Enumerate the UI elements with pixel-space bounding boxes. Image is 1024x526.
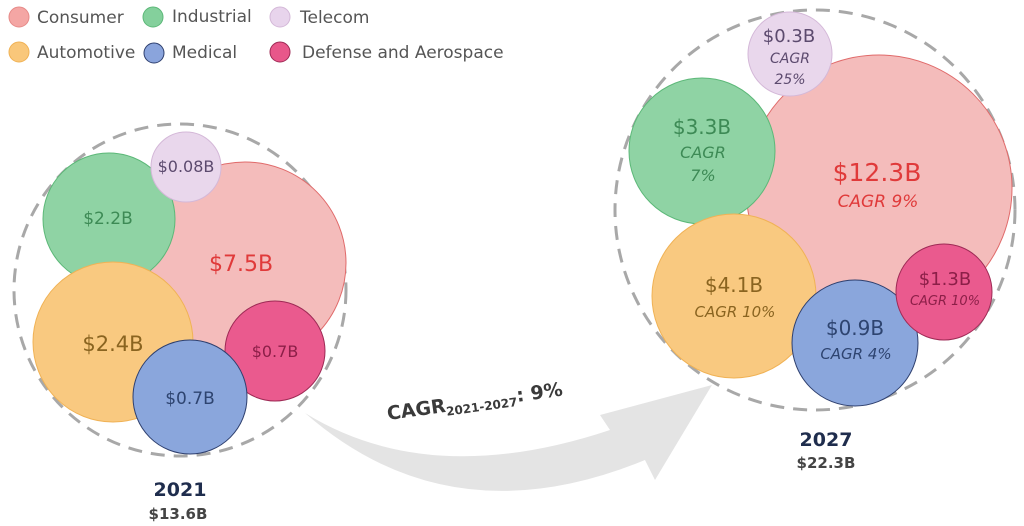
legend-label-defense: Defense and Aerospace	[302, 43, 504, 63]
label-2021-medical: $0.7B	[165, 389, 215, 409]
year-2027: 2027	[800, 429, 853, 451]
label-2021-industrial: $2.2B	[83, 209, 133, 229]
growth-arrow: CAGR2021-2027: 9%	[305, 379, 712, 491]
bubble-2027-defense	[895, 243, 993, 341]
label-2027-automotive: $4.1B	[705, 273, 763, 297]
bubble-2021-telecom	[150, 131, 222, 203]
group-2027: $12.3B CAGR 9% $3.3B CAGR 7% $0.3B CAGR …	[613, 8, 1017, 472]
legend-label-telecom: Telecom	[299, 8, 369, 28]
legend-swatch-telecom	[269, 6, 291, 28]
label-2021-automotive: $2.4B	[82, 332, 143, 356]
group-2027-boundary	[613, 8, 1017, 412]
legend-swatch-medical	[143, 42, 165, 64]
legend-swatch-industrial	[142, 6, 164, 28]
cagr-2027-telecom-line2: 25%	[774, 72, 805, 88]
legend-item-industrial: Industrial	[142, 6, 252, 28]
label-2027-telecom: $0.3B	[763, 26, 815, 47]
legend-swatch-automotive	[8, 41, 30, 63]
cagr-2027-defense: CAGR 10%	[910, 294, 980, 309]
cagr-2027-industrial-line1: CAGR	[680, 143, 726, 162]
overall-cagr-label: CAGR2021-2027: 9%	[386, 379, 565, 427]
total-2027: $22.3B	[797, 454, 856, 472]
legend-label-industrial: Industrial	[172, 7, 252, 27]
year-2021: 2021	[154, 479, 207, 501]
bubble-2027-medical	[791, 279, 919, 407]
legend-swatch-defense	[269, 41, 291, 63]
legend: Consumer Industrial Telecom Automotive M…	[8, 6, 504, 64]
group-2021: $7.5B $2.2B $0.08B $2.4B $0.7B $0.7B 202…	[12, 122, 348, 523]
arrow-shape	[305, 385, 712, 491]
label-2021-consumer: $7.5B	[209, 252, 273, 277]
label-2021-defense: $0.7B	[252, 342, 299, 361]
label-2027-defense: $1.3B	[919, 269, 971, 290]
label-2027-medical: $0.9B	[826, 316, 884, 340]
overall-cagr-prefix: CAGR	[386, 395, 448, 425]
label-2021-telecom: $0.08B	[158, 157, 215, 176]
legend-item-medical: Medical	[143, 42, 237, 64]
cagr-2027-industrial-line2: 7%	[690, 166, 715, 185]
total-2021: $13.6B	[149, 505, 208, 523]
legend-item-automotive: Automotive	[8, 41, 135, 63]
cagr-2027-consumer: CAGR 9%	[838, 192, 919, 212]
bubble-2021-defense	[224, 300, 326, 402]
cagr-2027-automotive: CAGR 10%	[695, 303, 776, 321]
legend-item-telecom: Telecom	[269, 6, 369, 28]
overall-cagr-subscript: 2021-2027	[445, 395, 518, 419]
cagr-2027-medical: CAGR 4%	[820, 345, 891, 363]
legend-label-medical: Medical	[172, 43, 237, 63]
legend-item-defense: Defense and Aerospace	[269, 41, 504, 63]
legend-label-consumer: Consumer	[37, 8, 124, 28]
label-2027-industrial: $3.3B	[673, 115, 731, 139]
bubble-2027-telecom	[747, 11, 833, 97]
bubble-2021-medical	[132, 339, 248, 455]
legend-item-consumer: Consumer	[8, 6, 124, 28]
group-2021-boundary	[12, 122, 348, 458]
legend-swatch-consumer	[8, 6, 30, 28]
legend-label-automotive: Automotive	[37, 43, 135, 63]
label-2027-consumer: $12.3B	[833, 158, 922, 187]
overall-cagr-value: : 9%	[515, 379, 564, 407]
cagr-2027-telecom-line1: CAGR	[770, 51, 810, 67]
